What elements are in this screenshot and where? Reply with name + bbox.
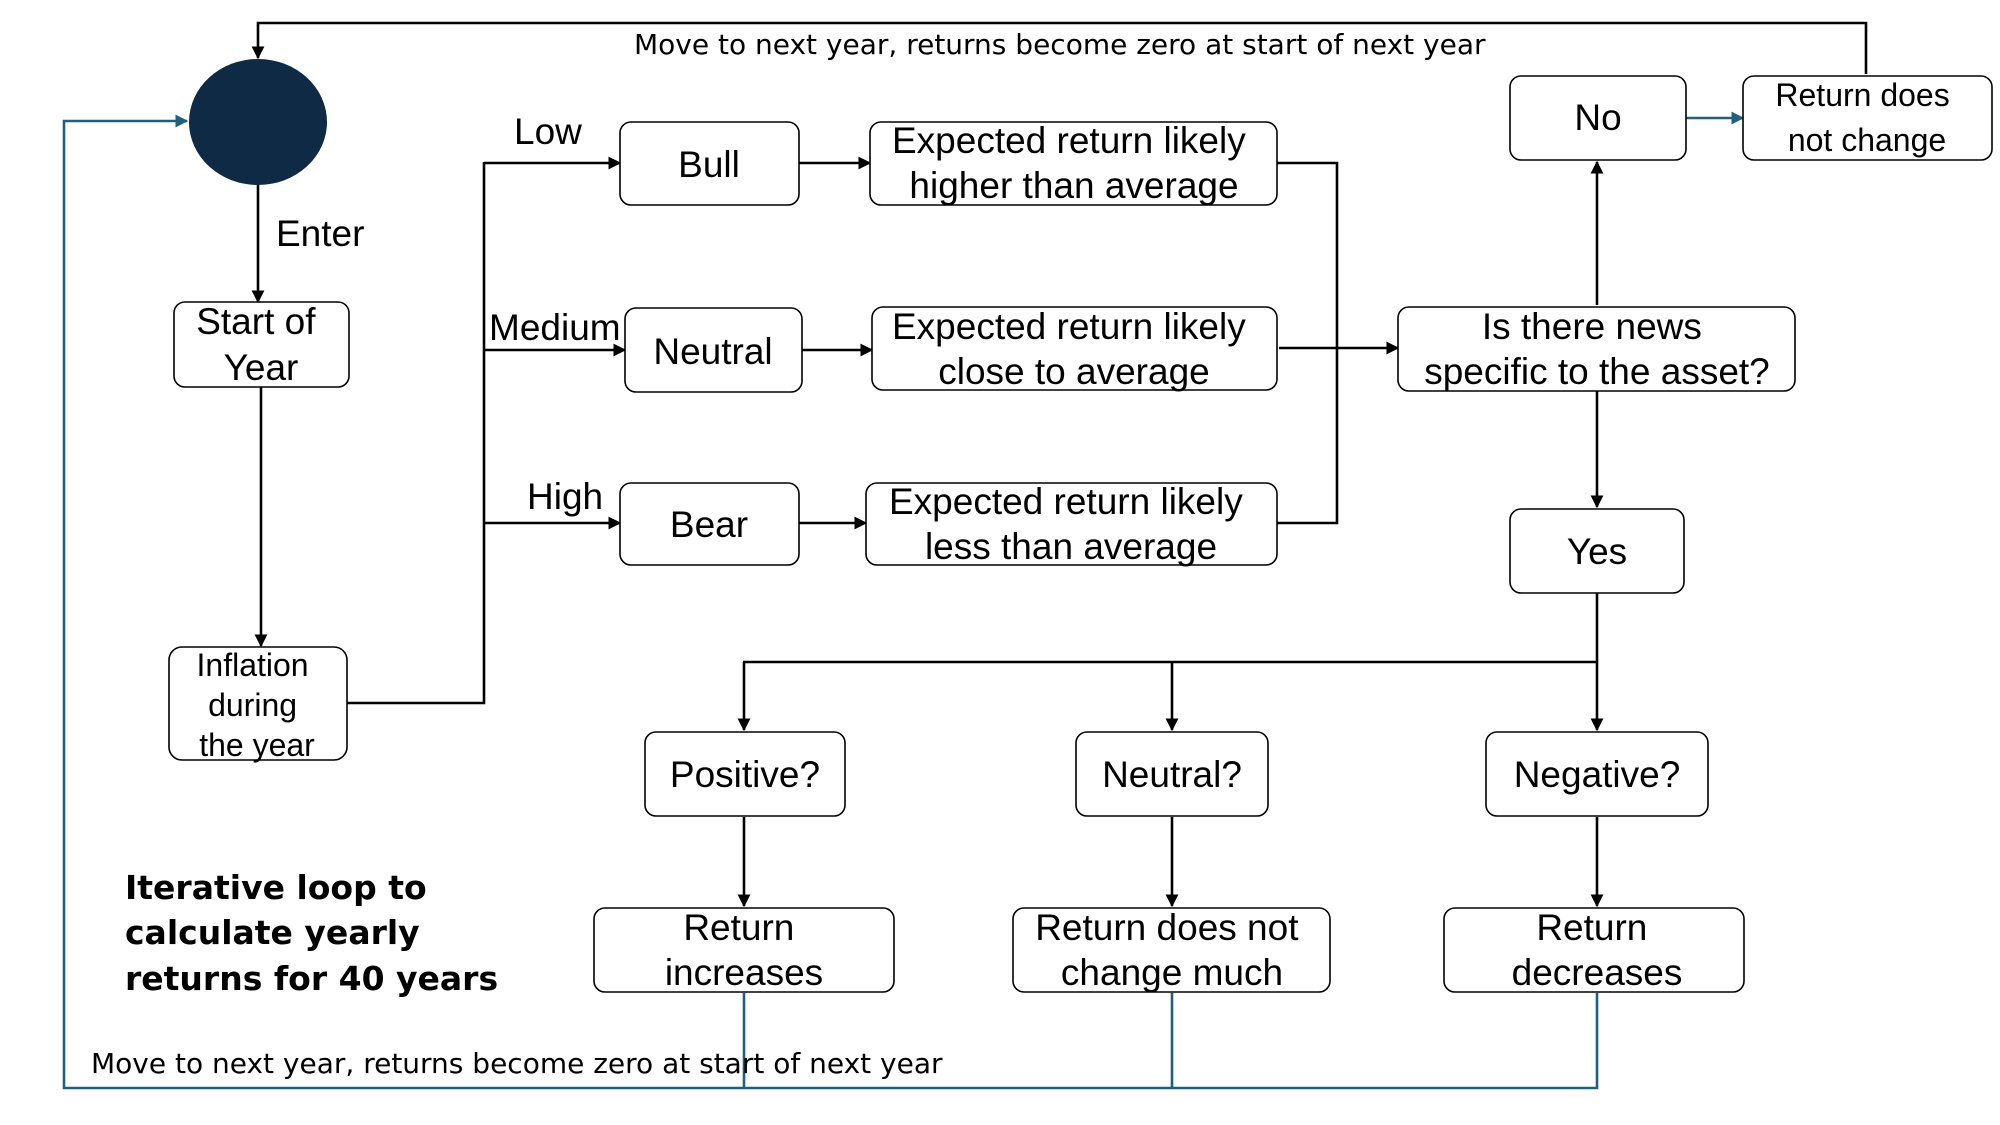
box-labels: Start of Year Inflation during the year … (196, 77, 1958, 993)
return-not-much-box (1012, 907, 1331, 993)
exp-close-line-1: Expected return likely (892, 306, 1246, 347)
inflation-line-1: Inflation (197, 647, 309, 683)
news-question-label: Is there news specific to the asset? (1424, 306, 1770, 392)
return-increases-box (593, 907, 895, 993)
return-increases-line-2: increases (665, 952, 823, 993)
exp-close-box (871, 306, 1278, 391)
exp-higher-box (869, 121, 1278, 206)
news-question-line-1: Is there news (1482, 306, 1702, 347)
inflation-line-3: the year (199, 727, 315, 763)
inflation-box (168, 646, 348, 761)
return-no-change-line-2: not change (1788, 122, 1946, 158)
connectors (251, 21, 1868, 908)
top-loop-label: Move to next year, returns become zero a… (634, 28, 1486, 61)
positive-box (644, 731, 846, 817)
return-no-change-box (1742, 75, 1993, 161)
exp-higher-line-2: higher than average (909, 165, 1238, 206)
exp-less-line-2: less than average (925, 526, 1217, 567)
start-year-line-1: Start of (196, 301, 316, 342)
note-line-3: returns for 40 years (125, 959, 498, 998)
top-loop-line (251, 21, 1868, 74)
positive-label: Positive? (670, 754, 820, 795)
yes-box (1509, 508, 1685, 594)
no-box (1509, 75, 1687, 161)
high-label: High (527, 476, 603, 517)
exp-higher-label: Expected return likely higher than avera… (892, 120, 1256, 206)
no-label: No (1574, 97, 1621, 138)
bottom-loop-line (62, 114, 1599, 1090)
bull-box (619, 121, 800, 206)
return-not-much-line-2: change much (1061, 952, 1283, 993)
enter-label: Enter (276, 213, 364, 254)
return-decreases-line-1: Return (1536, 907, 1647, 948)
return-no-change-label: Return does not change (1775, 77, 1958, 158)
return-no-change-line-1: Return does (1775, 77, 1949, 113)
return-decreases-label: Return decreases (1512, 907, 1683, 993)
neutral-q-box (1075, 731, 1269, 817)
return-not-much-line-1: Return does not (1035, 907, 1299, 948)
negative-label: Negative? (1514, 754, 1681, 795)
start-year-label: Start of Year (196, 301, 326, 388)
bull-label: Bull (678, 144, 740, 185)
return-increases-label: Return increases (665, 907, 823, 993)
higher-merge-line (1277, 161, 1339, 525)
negative-box (1485, 731, 1709, 817)
neutral-market-box (624, 307, 803, 393)
inflation-split-line (347, 162, 486, 705)
news-question-line-2: specific to the asset? (1424, 351, 1770, 392)
start-year-line-2: Year (224, 347, 299, 388)
return-not-much-label: Return does not change much (1035, 907, 1309, 993)
news-question-box (1397, 306, 1796, 392)
neutral-market-label: Neutral (653, 331, 772, 372)
boxes (168, 75, 1993, 993)
loop-connectors (62, 111, 1745, 1090)
neutral-q-label: Neutral? (1102, 754, 1242, 795)
bear-label: Bear (670, 504, 748, 545)
iterative-loop-note: Iterative loop to calculate yearly retur… (125, 868, 498, 998)
note-line-2: calculate yearly (125, 913, 420, 952)
bear-box (619, 482, 800, 566)
exp-less-label: Expected return likely less than average (889, 481, 1253, 567)
edge-labels: Enter Low Medium High Move to next year,… (91, 28, 1486, 1080)
medium-label: Medium (489, 307, 621, 348)
inflation-line-2: during (208, 687, 297, 723)
exp-higher-line-1: Expected return likely (892, 120, 1246, 161)
inflation-label: Inflation during the year (197, 647, 318, 763)
exp-close-label: Expected return likely close to average (892, 306, 1256, 392)
exp-close-line-2: close to average (938, 351, 1210, 392)
bottom-loop-label: Move to next year, returns become zero a… (91, 1047, 943, 1080)
exp-less-line-1: Expected return likely (889, 481, 1243, 522)
return-decreases-line-2: decreases (1512, 952, 1683, 993)
yes-label: Yes (1567, 531, 1627, 572)
return-increases-line-1: Return (683, 907, 794, 948)
low-label: Low (514, 111, 582, 152)
exp-less-box (865, 482, 1278, 566)
start-node (189, 59, 327, 185)
return-decreases-box (1443, 907, 1745, 993)
note-line-1: Iterative loop to (125, 868, 427, 907)
start-year-box (173, 301, 350, 388)
